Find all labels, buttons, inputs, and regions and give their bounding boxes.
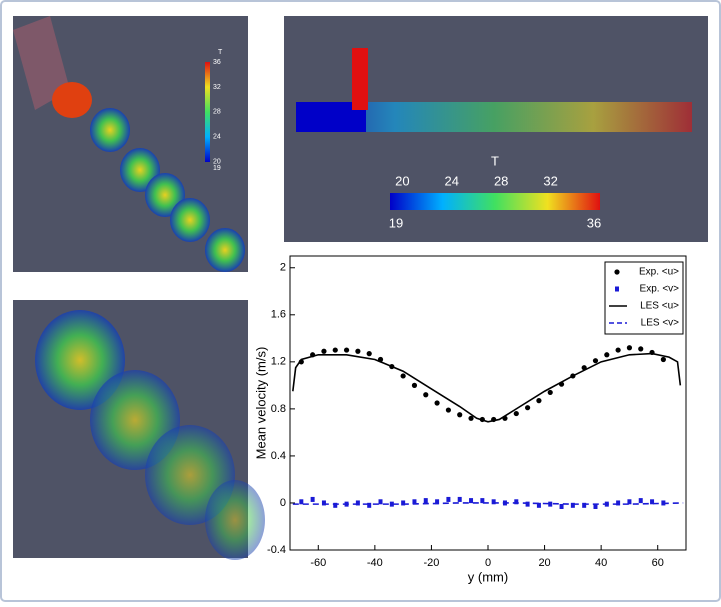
- point: [514, 499, 519, 505]
- point: [367, 502, 372, 508]
- point: [400, 373, 406, 379]
- point: [332, 347, 338, 353]
- point: [321, 348, 327, 354]
- point: [389, 501, 394, 507]
- simulation-view-3d: [13, 16, 248, 272]
- point: [615, 347, 621, 353]
- point: [355, 348, 361, 354]
- y-axis-label: Mean velocity (m/s): [253, 347, 268, 460]
- colorbar-label: 19: [213, 165, 221, 172]
- point: [626, 345, 633, 351]
- y-tick-label: 0.4: [271, 450, 286, 462]
- legend-marker: [615, 286, 619, 292]
- point: [525, 501, 530, 507]
- point: [378, 499, 383, 505]
- y-tick-label: -0.4: [267, 544, 286, 556]
- simulation-view-iso: [13, 300, 265, 560]
- x-tick-label: -60: [310, 557, 326, 569]
- colorbar-label: 32: [213, 84, 221, 91]
- legend-label: LES <v>: [641, 318, 680, 329]
- point: [333, 502, 338, 508]
- point: [638, 346, 644, 352]
- point: [616, 500, 621, 506]
- colorbar-label: 36: [587, 215, 601, 230]
- point: [536, 502, 541, 508]
- line: [292, 352, 682, 423]
- point: [468, 415, 474, 421]
- point: [401, 500, 406, 506]
- x-tick-label: 20: [538, 557, 550, 569]
- legend-marker: [614, 269, 620, 275]
- point: [559, 503, 564, 509]
- x-tick-label: -40: [367, 557, 383, 569]
- colorbar-title: T: [491, 153, 499, 168]
- point: [638, 498, 643, 504]
- point: [423, 392, 429, 398]
- x-tick-label: 0: [485, 557, 491, 569]
- colorbar-label: 32: [543, 173, 557, 188]
- point: [491, 499, 496, 505]
- x-axis-label: y (mm): [468, 569, 508, 584]
- point: [457, 412, 463, 418]
- y-tick-label: 2: [280, 262, 286, 274]
- point: [412, 499, 417, 505]
- legend-label: Exp. <u>: [639, 267, 679, 278]
- colorbar-label: 28: [213, 109, 221, 116]
- point: [411, 382, 418, 388]
- colorbar-label: 24: [213, 134, 221, 141]
- point: [480, 498, 485, 504]
- x-tick-label: -20: [423, 557, 439, 569]
- point: [446, 496, 451, 502]
- point: [457, 496, 462, 502]
- point: [592, 358, 599, 364]
- point: [660, 356, 666, 363]
- y-tick-label: 1.6: [271, 309, 286, 321]
- point: [650, 499, 655, 505]
- point: [435, 499, 440, 505]
- colorbar-label: 28: [494, 173, 508, 188]
- point: [627, 499, 632, 505]
- colorbar-title: T: [218, 49, 223, 56]
- point: [548, 501, 553, 507]
- point: [525, 405, 531, 411]
- point: [321, 500, 326, 506]
- x-tick-label: 40: [595, 557, 607, 569]
- y-tick-label: 0.8: [271, 403, 286, 415]
- point: [366, 351, 372, 357]
- point: [604, 352, 610, 358]
- colorbar-label: 20: [213, 159, 221, 166]
- point: [299, 499, 304, 505]
- legend-label: LES <u>: [640, 301, 679, 312]
- point: [310, 496, 315, 502]
- colorbar-label: 20: [395, 173, 409, 188]
- point: [434, 400, 440, 406]
- simulation-view-slice: [284, 16, 708, 242]
- point: [593, 503, 598, 509]
- y-tick-label: 0: [280, 497, 286, 509]
- point: [343, 347, 350, 353]
- point: [547, 389, 553, 396]
- point: [582, 502, 587, 508]
- colorbar-label: 36: [213, 59, 221, 66]
- line: [292, 502, 684, 505]
- point: [423, 498, 428, 504]
- point: [469, 498, 474, 504]
- colorbar-label: 19: [389, 215, 403, 230]
- colorbar-label: 24: [445, 173, 459, 188]
- y-tick-label: 1.2: [271, 356, 286, 368]
- legend-label: Exp. <v>: [640, 284, 680, 295]
- point: [355, 500, 360, 506]
- point: [513, 410, 519, 417]
- point: [570, 502, 575, 508]
- x-tick-label: 60: [652, 557, 664, 569]
- point: [445, 407, 451, 413]
- point: [536, 398, 542, 404]
